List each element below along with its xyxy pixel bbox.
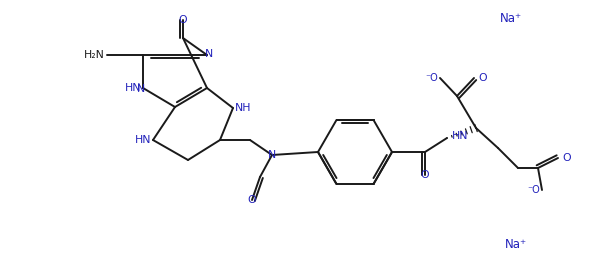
Text: HN: HN	[452, 131, 468, 141]
Text: N: N	[205, 49, 213, 59]
Text: O: O	[478, 73, 487, 83]
Text: H₂N: H₂N	[84, 50, 105, 60]
Text: ⁻O: ⁻O	[527, 185, 540, 195]
Text: HN: HN	[125, 83, 142, 93]
Text: O: O	[421, 170, 429, 180]
Text: HN: HN	[135, 135, 151, 145]
Text: NH: NH	[235, 103, 251, 113]
Text: N: N	[137, 84, 145, 94]
Text: O: O	[248, 195, 256, 205]
Text: ⁻O: ⁻O	[425, 73, 438, 83]
Text: Na⁺: Na⁺	[505, 239, 527, 252]
Text: O: O	[179, 15, 187, 25]
Text: O: O	[562, 153, 570, 163]
Text: Na⁺: Na⁺	[500, 11, 522, 25]
Text: N: N	[268, 150, 276, 160]
